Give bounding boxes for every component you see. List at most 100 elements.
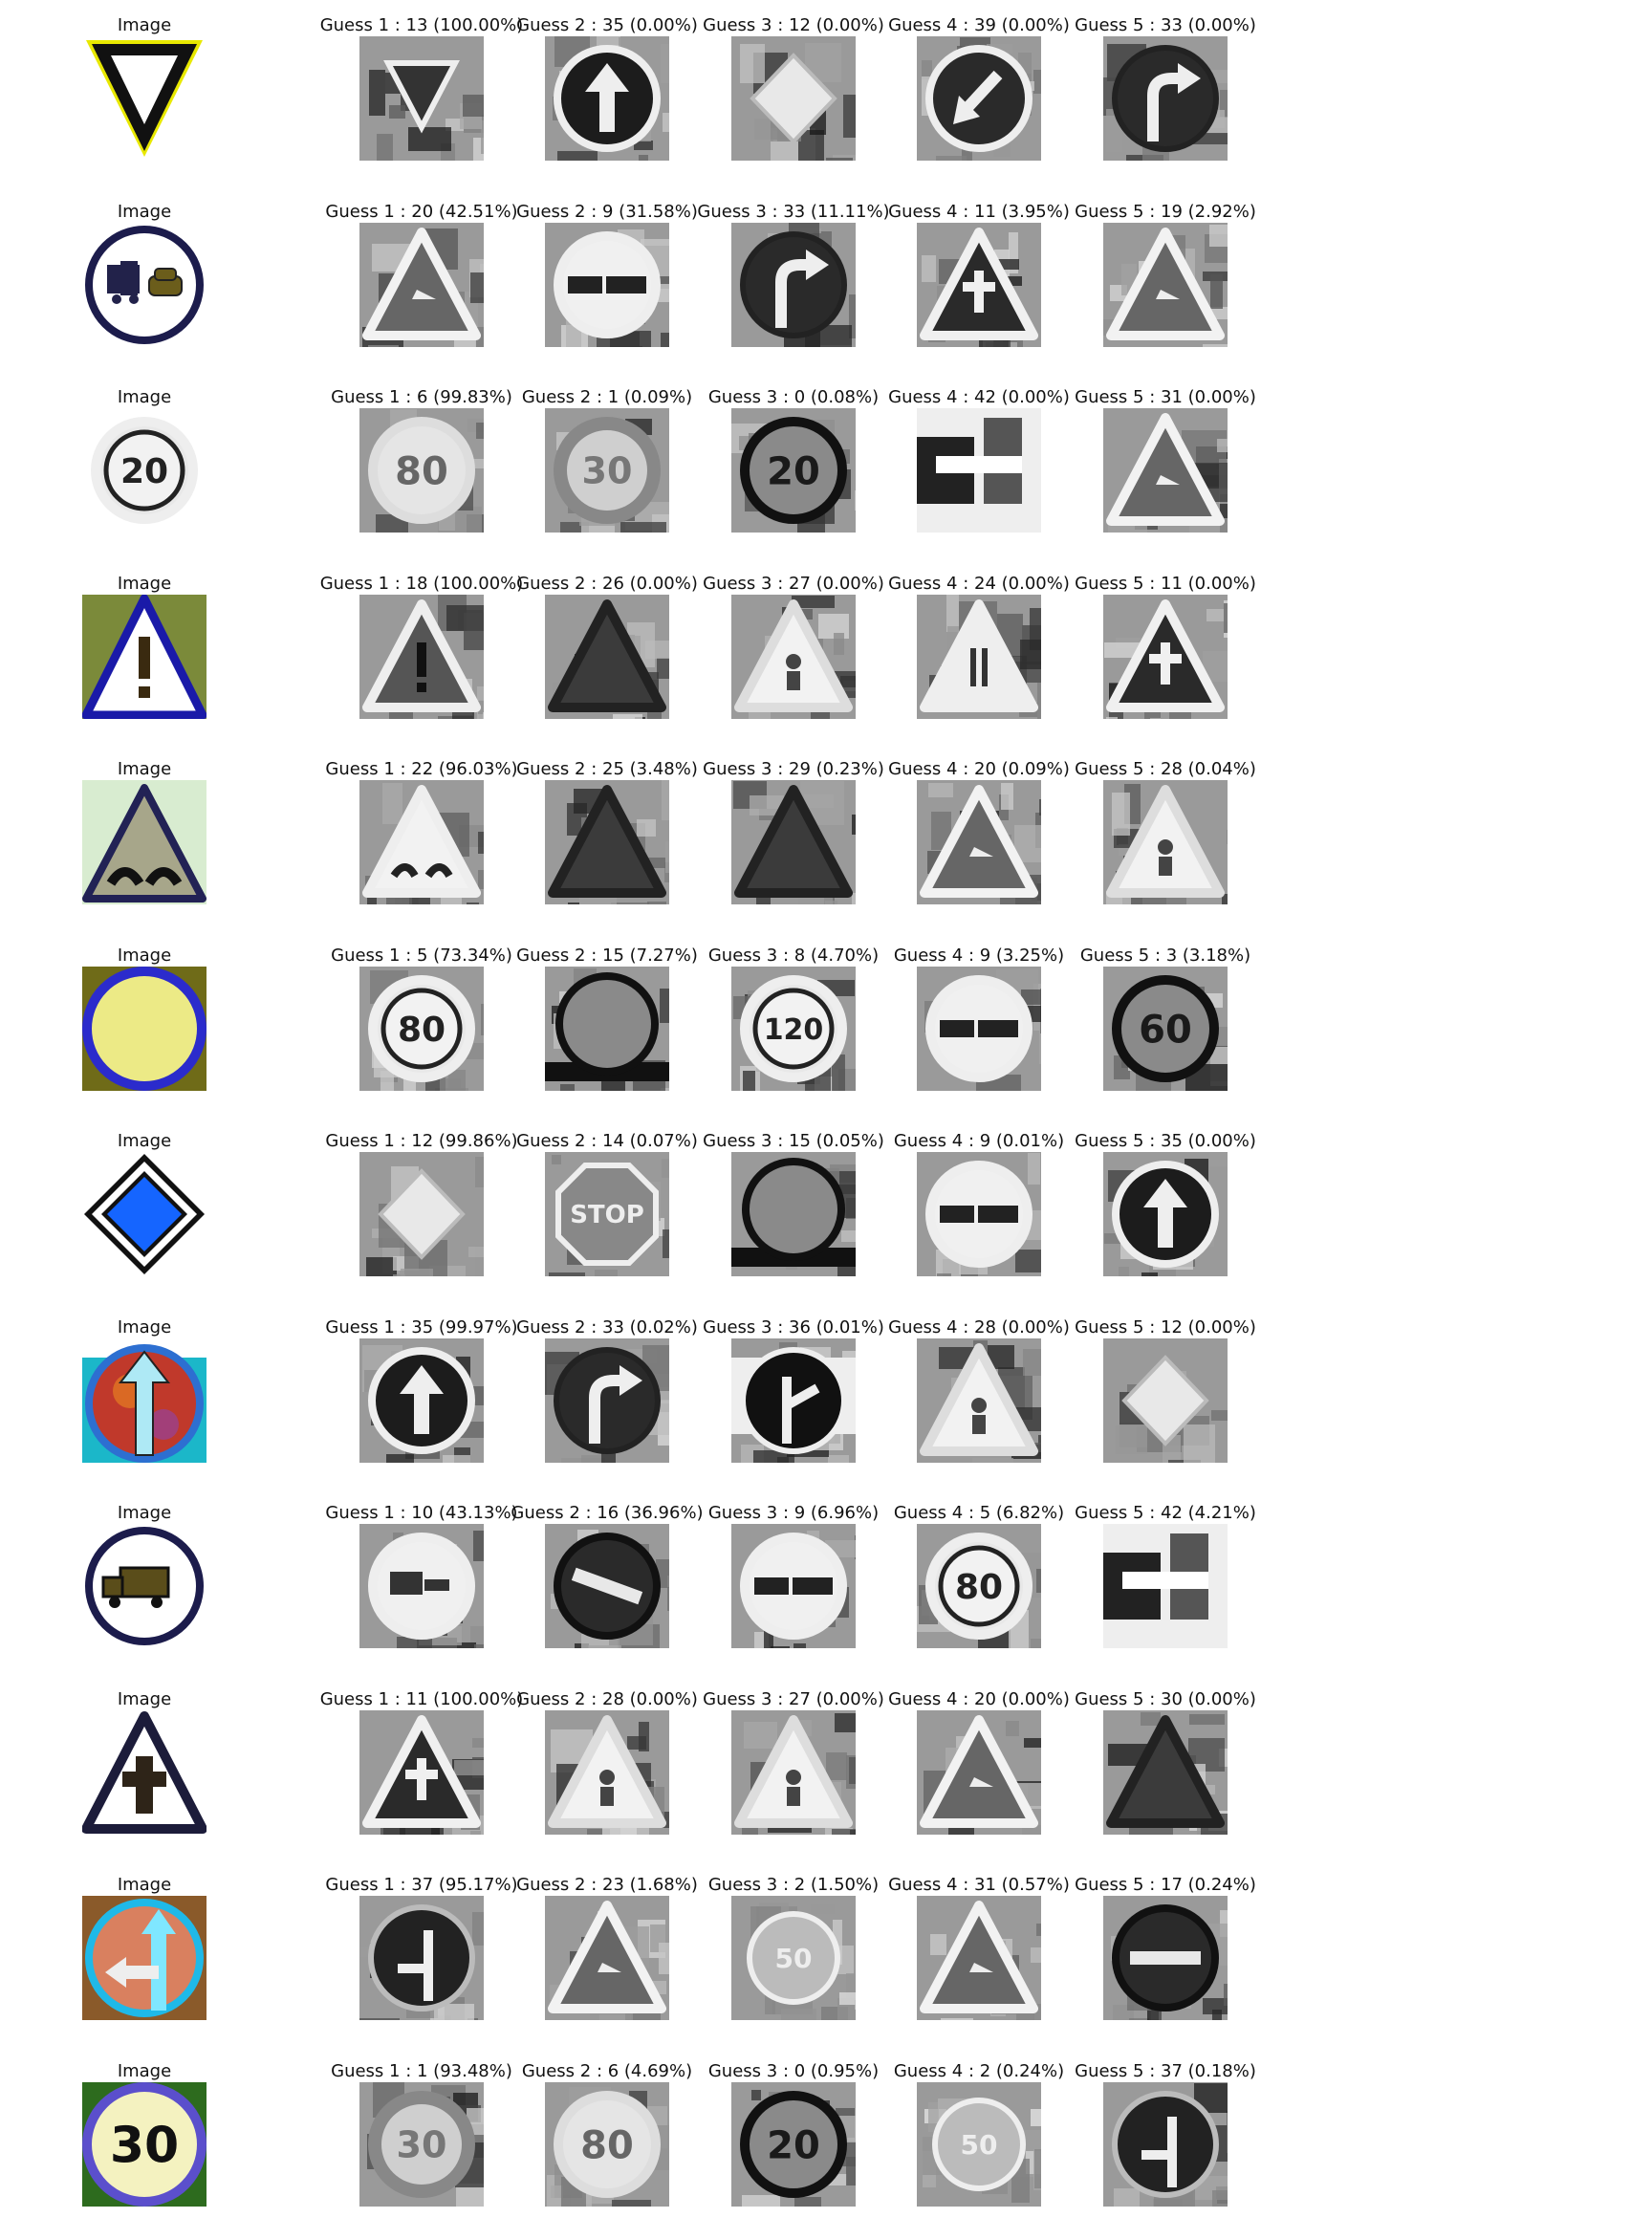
- guess-cell: Guess 5 : 19 (2.92%): [1027, 186, 1304, 359]
- input-image-cell: Image: [6, 1488, 283, 1660]
- guess-sign-image: [359, 594, 484, 719]
- guess-caption: Guess 3 : 33 (11.11%): [697, 201, 890, 222]
- svg-text:STOP: STOP: [570, 1201, 644, 1229]
- input-image-cell: Image: [6, 0, 283, 172]
- guess-sign-image: [545, 966, 669, 1091]
- guess-sign-image: [359, 222, 484, 347]
- guess-sign-image: [545, 1709, 669, 1835]
- guess-sign-image: [545, 780, 669, 904]
- guess-sign-image: [1103, 1524, 1228, 1648]
- guess-sign-image: [545, 36, 669, 161]
- guess-caption: Guess 1 : 1 (93.48%): [331, 2060, 512, 2081]
- guess-caption: Guess 5 : 37 (0.18%): [1075, 2060, 1256, 2081]
- input-image-cell: Image 30: [6, 2046, 283, 2218]
- input-sign-image: [82, 222, 206, 347]
- guess-cell: Guess 1 : 10 (43.13%): [283, 1488, 560, 1660]
- input-sign-image: [82, 1896, 206, 2020]
- guess-caption: Guess 3 : 8 (4.70%): [707, 945, 880, 966]
- guess-sign-image: 120: [731, 966, 856, 1091]
- svg-text:30: 30: [110, 2117, 179, 2174]
- guess-caption: Guess 4 : 24 (0.00%): [888, 573, 1070, 594]
- guess-cell: Guess 5 : 35 (0.00%): [1027, 1116, 1304, 1288]
- guess-sign-image: [917, 1896, 1041, 2020]
- svg-text:80: 80: [398, 1010, 446, 1049]
- guess-caption: Guess 2 : 33 (0.02%): [516, 1316, 698, 1337]
- guess-sign-image: [359, 780, 484, 904]
- guess-cell: Guess 1 : 1 (93.48%) 30: [283, 2046, 560, 2218]
- input-image-cell: Image: [6, 744, 283, 916]
- svg-text:30: 30: [582, 450, 633, 492]
- svg-text:20: 20: [767, 449, 820, 493]
- guess-cell: Guess 5 : 33 (0.00%): [1027, 0, 1304, 172]
- guess-sign-image: [731, 1337, 856, 1463]
- guess-cell: Guess 4 : 31 (0.57%): [840, 1859, 1118, 2032]
- guess-cell: Guess 1 : 35 (99.97%): [283, 1302, 560, 1474]
- guess-cell: Guess 2 : 9 (31.58%): [468, 186, 746, 359]
- guess-caption: Guess 4 : 9 (0.01%): [893, 1131, 1065, 1151]
- guess-sign-image: [1103, 2081, 1228, 2207]
- guess-caption: Guess 5 : 11 (0.00%): [1075, 573, 1256, 594]
- guess-cell: Guess 2 : 6 (4.69%) 80: [468, 2046, 746, 2218]
- guess-caption: Guess 3 : 36 (0.01%): [703, 1316, 884, 1337]
- guess-sign-image: [1103, 1709, 1228, 1835]
- guess-caption: Guess 3 : 27 (0.00%): [703, 573, 884, 594]
- guess-cell: Guess 1 : 5 (73.34%) 80: [283, 930, 560, 1102]
- guess-sign-image: [731, 1524, 856, 1648]
- guess-caption: Guess 2 : 15 (7.27%): [516, 945, 698, 966]
- guess-sign-image: 20: [731, 408, 856, 533]
- input-image-cell: Image: [6, 1859, 283, 2032]
- guess-cell: Guess 2 : 1 (0.09%) 30: [468, 372, 746, 544]
- input-image-caption: Image: [117, 945, 172, 966]
- guess-caption: Guess 2 : 25 (3.48%): [516, 759, 698, 779]
- input-image-caption: Image: [117, 15, 172, 35]
- guess-caption: Guess 2 : 23 (1.68%): [516, 1875, 698, 1895]
- guess-cell: Guess 2 : 26 (0.00%): [468, 558, 746, 730]
- svg-text:80: 80: [395, 449, 448, 493]
- guess-sign-image: 30: [359, 2081, 484, 2207]
- input-image-cell: Image: [6, 1302, 283, 1474]
- input-sign-image: [82, 1337, 206, 1463]
- input-image-caption: Image: [117, 1875, 172, 1895]
- guess-caption: Guess 4 : 2 (0.24%): [893, 2060, 1065, 2081]
- guess-sign-image: 80: [545, 2081, 669, 2207]
- guess-cell: Guess 2 : 33 (0.02%): [468, 1302, 746, 1474]
- guess-sign-image: [917, 1152, 1041, 1276]
- input-sign-image: [82, 1524, 206, 1648]
- guess-sign-image: STOP: [545, 1152, 669, 1276]
- input-sign-image: [82, 1152, 206, 1276]
- guess-cell: Guess 3 : 0 (0.95%) 20: [655, 2046, 932, 2218]
- guess-sign-image: [1103, 1152, 1228, 1276]
- guess-cell: Guess 4 : 24 (0.00%): [840, 558, 1118, 730]
- guess-cell: Guess 3 : 15 (0.05%): [655, 1116, 932, 1288]
- guess-sign-image: [545, 594, 669, 719]
- guess-caption: Guess 4 : 20 (0.00%): [888, 1688, 1070, 1709]
- guess-sign-image: [545, 1524, 669, 1648]
- guess-caption: Guess 3 : 12 (0.00%): [703, 15, 884, 35]
- guess-sign-image: [917, 594, 1041, 719]
- guess-caption: Guess 1 : 37 (95.17%): [325, 1875, 518, 1895]
- guess-sign-image: [545, 1337, 669, 1463]
- guess-caption: Guess 3 : 9 (6.96%): [707, 1503, 880, 1523]
- guess-sign-image: [917, 408, 1041, 533]
- guess-sign-image: 30: [545, 408, 669, 533]
- guess-caption: Guess 2 : 35 (0.00%): [516, 15, 698, 35]
- guess-cell: Guess 5 : 42 (4.21%): [1027, 1488, 1304, 1660]
- guess-cell: Guess 4 : 2 (0.24%) 50: [840, 2046, 1118, 2218]
- guess-caption: Guess 5 : 35 (0.00%): [1075, 1131, 1256, 1151]
- guess-cell: Guess 1 : 37 (95.17%): [283, 1859, 560, 2032]
- input-image-caption: Image: [117, 1503, 172, 1523]
- guess-cell: Guess 4 : 9 (3.25%): [840, 930, 1118, 1102]
- guess-caption: Guess 2 : 6 (4.69%): [521, 2060, 693, 2081]
- guess-sign-image: [917, 966, 1041, 1091]
- guess-cell: Guess 4 : 39 (0.00%): [840, 0, 1118, 172]
- input-image-cell: Image: [6, 558, 283, 730]
- guess-sign-image: [359, 1896, 484, 2020]
- guess-cell: Guess 5 : 31 (0.00%): [1027, 372, 1304, 544]
- guess-caption: Guess 1 : 6 (99.83%): [331, 387, 512, 407]
- guess-sign-image: [731, 36, 856, 161]
- guess-sign-image: 50: [731, 1896, 856, 2020]
- guess-cell: Guess 2 : 15 (7.27%): [468, 930, 746, 1102]
- guess-sign-image: [917, 36, 1041, 161]
- guess-cell: Guess 1 : 18 (100.00%): [283, 558, 560, 730]
- guess-sign-image: [359, 1709, 484, 1835]
